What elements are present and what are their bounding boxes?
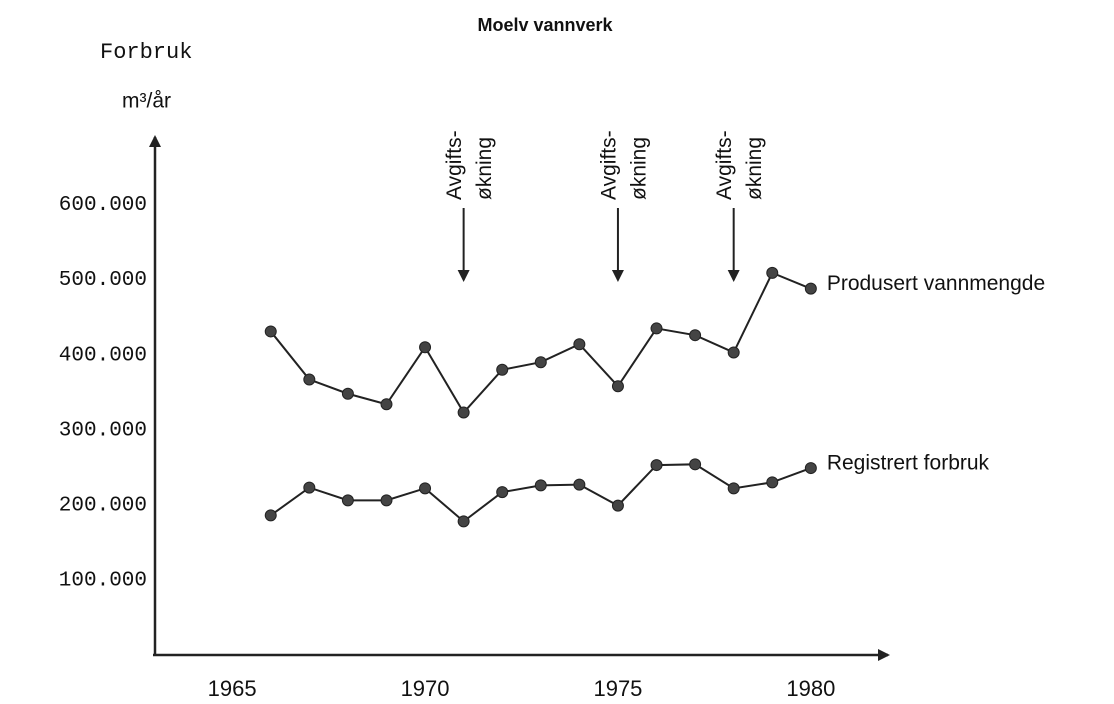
data-point: [804, 282, 817, 295]
annotation-text: økning: [627, 137, 650, 200]
data-point: [611, 499, 624, 512]
data-point: [727, 346, 740, 359]
data-point: [766, 476, 779, 489]
data-point: [611, 380, 624, 393]
data-point: [419, 341, 432, 354]
data-point: [804, 462, 817, 475]
data-point: [766, 266, 779, 279]
y-axis-unit: m³/år: [122, 90, 171, 113]
data-point: [380, 494, 393, 507]
data-point: [650, 322, 663, 335]
x-tick-label: 1970: [401, 676, 450, 701]
data-point: [380, 398, 393, 411]
y-tick-label: 400.000: [59, 344, 147, 367]
data-point: [264, 509, 277, 522]
annotation-text: økning: [743, 137, 766, 200]
data-point: [727, 482, 740, 495]
annotation-text: Avgifts-: [443, 130, 466, 200]
y-tick-label: 500.000: [59, 269, 147, 292]
data-point: [341, 494, 354, 507]
data-point: [496, 363, 509, 376]
data-point: [264, 325, 277, 338]
x-tick-label: 1975: [593, 676, 642, 701]
y-tick-label: 300.000: [59, 419, 147, 442]
data-point: [303, 373, 316, 386]
data-point: [534, 356, 547, 369]
series-label: Registrert forbruk: [827, 452, 990, 475]
annotation-text: Avgifts-: [597, 130, 620, 200]
data-point: [689, 329, 702, 342]
annotation-text: økning: [473, 137, 496, 200]
y-tick-label: 100.000: [59, 569, 147, 592]
data-point: [457, 406, 470, 419]
data-point: [650, 459, 663, 472]
data-point: [573, 478, 586, 491]
chart-title: Moelv vannverk: [477, 15, 613, 35]
y-tick-label: 200.000: [59, 494, 147, 517]
data-point: [689, 458, 702, 471]
data-point: [419, 482, 432, 495]
data-point: [534, 479, 547, 492]
data-point: [457, 515, 470, 528]
x-tick-label: 1965: [208, 676, 257, 701]
x-tick-label: 1980: [786, 676, 835, 701]
data-point: [341, 387, 354, 400]
data-point: [303, 481, 316, 494]
data-point: [496, 486, 509, 499]
annotation-text: Avgifts-: [713, 130, 736, 200]
y-tick-label: 600.000: [59, 194, 147, 217]
data-point: [573, 338, 586, 351]
y-axis-label: Forbruk: [100, 40, 192, 65]
series-label: Produsert vannmengde: [827, 272, 1045, 295]
